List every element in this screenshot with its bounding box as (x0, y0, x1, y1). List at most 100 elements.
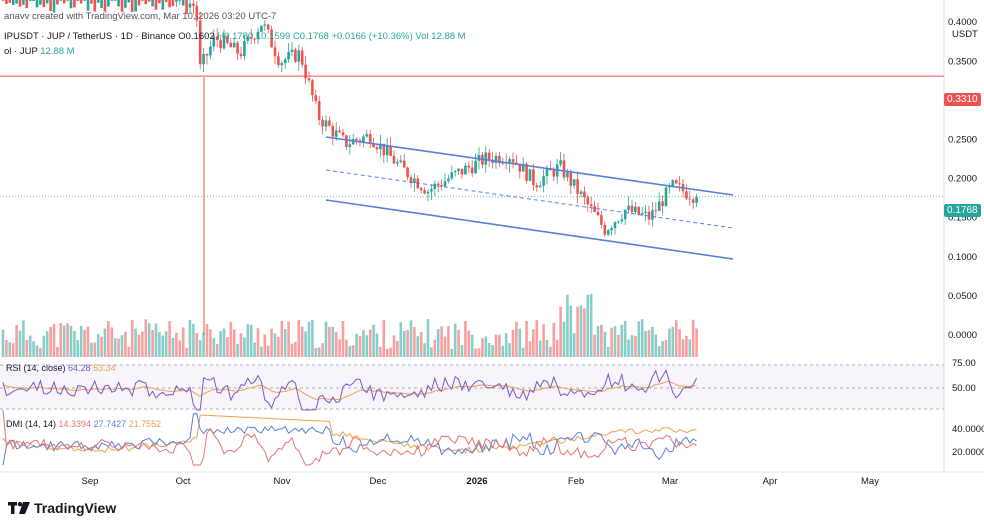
volume-bar (487, 343, 491, 357)
candle-body (280, 63, 284, 66)
volume-bar (600, 324, 603, 357)
volume-bar (453, 323, 457, 357)
candle-body (447, 178, 450, 182)
volume-bar (73, 330, 76, 357)
volume-bar (76, 339, 80, 357)
candle-body (358, 140, 362, 142)
volume-bar (256, 328, 260, 357)
volume-bar (117, 338, 120, 357)
candle-body (518, 163, 522, 172)
candle-body (389, 145, 392, 156)
volume-bar (144, 319, 148, 357)
volume-bar (474, 348, 477, 357)
candle-body (256, 31, 260, 40)
volume-bar (100, 336, 103, 357)
volume-bar (270, 328, 273, 357)
candle-body (8, 0, 12, 3)
symbol-label[interactable]: IPUSDT · JUP / TetherUS · 1D · Binance (4, 31, 176, 42)
volume-bar (433, 339, 437, 357)
candle-body (583, 191, 586, 198)
candle-body (144, 0, 148, 5)
candle-body (321, 119, 324, 127)
candle-body (317, 101, 321, 120)
candle-body (15, 0, 18, 4)
volume-bar (542, 324, 545, 357)
volume-bar (545, 339, 549, 357)
candle-body (413, 178, 416, 184)
candle-body (294, 49, 297, 62)
rsi-legend[interactable]: RSI (14, close) 64.28 53.34 (6, 363, 116, 373)
candle-body (406, 167, 409, 178)
volume-bar (637, 321, 641, 357)
volume-bar (345, 339, 348, 357)
candle-body (433, 183, 437, 189)
candle-body (623, 209, 627, 220)
volume-bar (304, 331, 307, 357)
volume-bar (640, 319, 644, 357)
candle-body (100, 0, 103, 8)
candle-body (66, 0, 69, 1)
volume-bar (215, 344, 219, 357)
candle-body (593, 206, 596, 212)
candle-body (151, 0, 154, 7)
volume-legend[interactable]: ol · JUP 12.88 M (4, 46, 75, 57)
volume-bar (521, 347, 525, 357)
volume-bar (39, 347, 42, 357)
candle-body (161, 0, 165, 10)
candle-body (246, 37, 250, 41)
candle-body (562, 160, 566, 178)
volume-bar (477, 348, 481, 357)
candle-body (586, 197, 590, 205)
price-tick-label: 0.2500 (948, 135, 977, 146)
volume-bar (413, 326, 416, 357)
dmi-legend[interactable]: DMI (14, 14) 14.3394 27.7427 21.7552 (6, 419, 161, 429)
price-tick-label: 0.1500 (948, 213, 977, 224)
volume-bar (406, 330, 409, 357)
candle-body (630, 205, 634, 213)
volume-bar (409, 320, 413, 357)
volume-bar (508, 343, 511, 357)
volume-bar (450, 348, 454, 357)
volume-bar (103, 328, 107, 357)
volume-bar (661, 341, 664, 357)
volume-bar (314, 348, 318, 357)
ohlc-close: C0.1768 (292, 31, 329, 42)
volume-bar (239, 333, 243, 357)
volume-bar (246, 324, 250, 357)
volume-bar (644, 331, 647, 357)
candle-body (215, 36, 219, 41)
candle-body (372, 143, 375, 148)
candle-body (5, 0, 8, 5)
tradingview-logo[interactable]: TradingView (8, 500, 116, 516)
candle-body (297, 50, 301, 62)
candle-body (440, 184, 443, 187)
volume-bar (651, 326, 654, 357)
candle-body (49, 0, 52, 12)
volume-bar (518, 328, 522, 357)
candle-body (62, 0, 66, 4)
candle-body (515, 162, 518, 164)
candle-body (450, 172, 454, 179)
candle-body (640, 213, 644, 215)
volume-bar (365, 335, 369, 357)
candle-body (113, 0, 117, 1)
dmi-minus-line (2, 413, 697, 466)
candle-body (576, 179, 579, 194)
volume-bar (178, 340, 182, 357)
candle-body (474, 160, 477, 174)
rsi-tick-label: 75.00 (952, 358, 976, 369)
volume-bar (460, 344, 464, 357)
volume-bar (83, 329, 86, 357)
volume-bar (668, 328, 671, 357)
volume-bar (430, 347, 433, 357)
volume-bar (634, 335, 637, 357)
tradingview-logo-icon (8, 502, 30, 514)
candle-body (569, 172, 573, 186)
volume-bar (236, 343, 239, 357)
candle-body (287, 51, 290, 60)
candle-body (484, 152, 488, 165)
candle-body (79, 0, 83, 4)
volume-bar (5, 340, 8, 357)
candle-body (532, 169, 535, 186)
